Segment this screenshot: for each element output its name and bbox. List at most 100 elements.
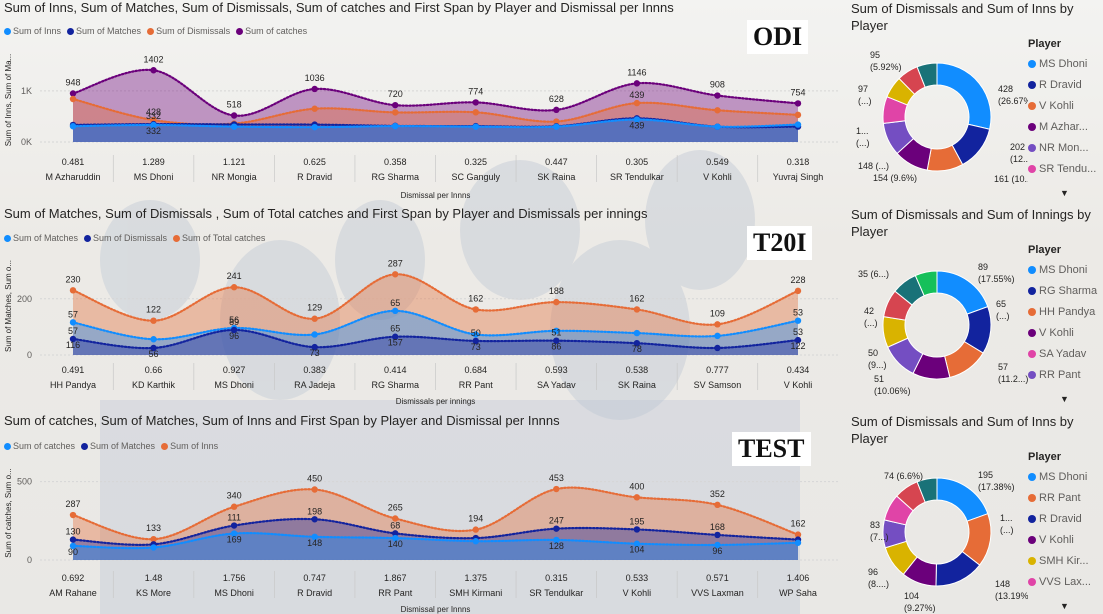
- data-point[interactable]: [150, 121, 157, 129]
- data-point[interactable]: [69, 90, 77, 97]
- donut-legend-item[interactable]: MS Dhoni: [1028, 259, 1097, 280]
- legend-item[interactable]: Sum of Inns: [161, 441, 218, 451]
- data-point[interactable]: [392, 333, 399, 340]
- data-point[interactable]: [794, 121, 802, 128]
- data-point[interactable]: [553, 298, 560, 306]
- data-point[interactable]: [714, 344, 721, 352]
- data-point[interactable]: [633, 339, 641, 347]
- series-line[interactable]: [71, 328, 800, 350]
- donut-legend-item[interactable]: VVS Lax...: [1028, 571, 1091, 592]
- data-point[interactable]: [392, 122, 399, 130]
- data-point[interactable]: [714, 107, 721, 114]
- data-point[interactable]: [311, 486, 318, 493]
- data-point[interactable]: [553, 123, 560, 130]
- data-point[interactable]: [311, 85, 318, 93]
- data-point[interactable]: [311, 331, 318, 338]
- series-line[interactable]: [71, 486, 800, 541]
- data-point[interactable]: [392, 530, 399, 537]
- donut-legend-item[interactable]: SMH Kir...: [1028, 550, 1091, 571]
- series-line[interactable]: [71, 273, 800, 326]
- data-point[interactable]: [311, 123, 318, 131]
- legend-scroll-down-icon[interactable]: ▼: [1060, 188, 1069, 198]
- data-point[interactable]: [150, 535, 157, 543]
- t20i-donut-chart[interactable]: Sum of Dismissals and Sum of Innings by …: [848, 206, 1103, 411]
- data-point[interactable]: [553, 536, 560, 544]
- donut-legend-item[interactable]: R Dravid: [1028, 508, 1091, 529]
- series-line[interactable]: [71, 309, 800, 341]
- data-point[interactable]: [69, 536, 77, 543]
- data-point[interactable]: [311, 343, 318, 351]
- data-point[interactable]: [150, 317, 157, 324]
- donut-legend-item[interactable]: RR Pant: [1028, 364, 1097, 385]
- data-point[interactable]: [633, 329, 641, 337]
- data-point[interactable]: [794, 100, 802, 107]
- data-point[interactable]: [633, 116, 641, 123]
- data-point[interactable]: [472, 337, 479, 345]
- donut-legend[interactable]: Player MS Dhoni R Dravid V Kohli M Azhar...…: [1028, 38, 1096, 179]
- data-point[interactable]: [633, 99, 641, 107]
- donut-legend-item[interactable]: HH Pandya: [1028, 301, 1097, 322]
- data-point[interactable]: [69, 123, 77, 130]
- data-point[interactable]: [794, 336, 802, 344]
- donut-legend-item[interactable]: V Kohli: [1028, 322, 1097, 343]
- donut-slice[interactable]: [914, 270, 938, 297]
- odi-line-chart[interactable]: Sum of Inns, Sum of Matches, Sum of Dism…: [0, 0, 845, 205]
- chart-legend[interactable]: Sum of Inns Sum of Matches Sum of Dismissa…: [4, 26, 307, 36]
- data-point[interactable]: [714, 541, 721, 549]
- donut-slice[interactable]: [916, 477, 938, 503]
- donut-legend-item[interactable]: MS Dhoni: [1028, 466, 1091, 487]
- chart-legend[interactable]: Sum of catches Sum of Matches Sum of Inns: [4, 441, 218, 451]
- data-point[interactable]: [69, 287, 77, 294]
- data-point[interactable]: [472, 538, 479, 545]
- data-point[interactable]: [633, 540, 641, 547]
- data-point[interactable]: [472, 99, 479, 106]
- data-point[interactable]: [392, 109, 399, 116]
- data-point[interactable]: [311, 315, 318, 322]
- donut-legend-item[interactable]: SA Yadav: [1028, 343, 1097, 364]
- data-point[interactable]: [392, 307, 399, 315]
- odi-donut-chart[interactable]: Sum of Dismissals and Sum of Inns by Pla…: [848, 0, 1103, 205]
- data-point[interactable]: [69, 542, 77, 550]
- data-point[interactable]: [472, 306, 479, 313]
- data-point[interactable]: [714, 531, 721, 539]
- data-point[interactable]: [230, 326, 238, 334]
- data-point[interactable]: [633, 80, 641, 87]
- data-point[interactable]: [714, 332, 721, 340]
- data-point[interactable]: [714, 92, 721, 99]
- data-point[interactable]: [714, 123, 721, 130]
- data-point[interactable]: [150, 67, 157, 74]
- data-point[interactable]: [794, 317, 802, 324]
- data-point[interactable]: [69, 511, 77, 519]
- data-point[interactable]: [311, 516, 318, 523]
- data-point[interactable]: [794, 539, 802, 546]
- donut-slice[interactable]: [936, 62, 992, 130]
- donut-legend[interactable]: Player MS Dhoni RG Sharma HH Pandya V Kohli…: [1028, 244, 1097, 385]
- data-point[interactable]: [553, 525, 560, 532]
- data-point[interactable]: [230, 284, 238, 291]
- data-point[interactable]: [553, 106, 560, 114]
- donut-legend-item[interactable]: MS Dhoni: [1028, 53, 1096, 74]
- donut-legend-item[interactable]: V Kohli: [1028, 95, 1096, 116]
- data-point[interactable]: [472, 331, 479, 338]
- data-point[interactable]: [633, 526, 641, 533]
- data-point[interactable]: [311, 105, 318, 112]
- legend-item[interactable]: Sum of Inns: [4, 26, 61, 36]
- data-point[interactable]: [69, 95, 77, 103]
- legend-item[interactable]: Sum of Matches: [81, 441, 155, 451]
- data-point[interactable]: [794, 111, 802, 119]
- legend-scroll-down-icon[interactable]: ▼: [1060, 394, 1069, 404]
- data-point[interactable]: [472, 109, 479, 116]
- series-line[interactable]: [71, 118, 800, 129]
- data-point[interactable]: [553, 337, 560, 344]
- data-point[interactable]: [150, 544, 157, 551]
- donut-legend-item[interactable]: SR Tendu...: [1028, 158, 1096, 179]
- data-point[interactable]: [230, 530, 238, 537]
- data-point[interactable]: [472, 526, 479, 533]
- data-point[interactable]: [794, 531, 802, 538]
- legend-item[interactable]: Sum of Matches: [4, 233, 78, 243]
- data-point[interactable]: [230, 112, 238, 119]
- data-point[interactable]: [69, 319, 77, 326]
- donut-legend-item[interactable]: R Dravid: [1028, 74, 1096, 95]
- legend-item[interactable]: Sum of Dismissals: [147, 26, 230, 36]
- data-point[interactable]: [311, 533, 318, 541]
